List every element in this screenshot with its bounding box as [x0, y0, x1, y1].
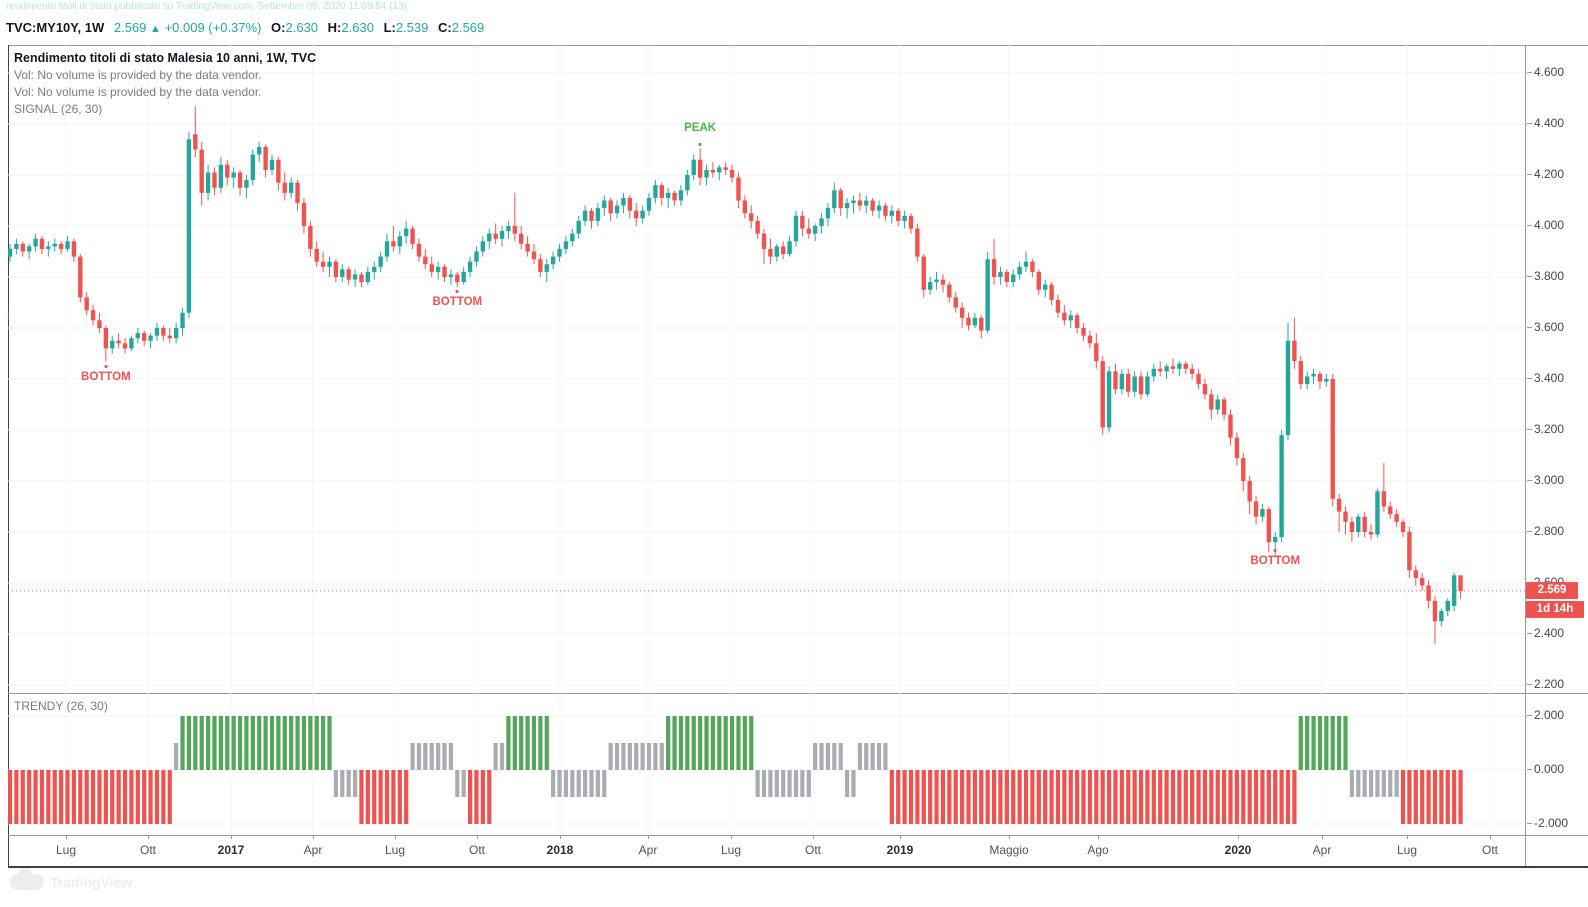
- indicator-tick-0.000: 0.000: [1526, 762, 1565, 776]
- price-tick-2.800: 2.800: [1526, 524, 1565, 538]
- time-label-Ott: Ott: [1481, 843, 1499, 857]
- time-label-Ott: Ott: [804, 843, 822, 857]
- price-tick-4.400: 4.400: [1526, 116, 1565, 130]
- time-tick: [148, 835, 149, 839]
- legend-vol-line1: Vol: No volume is provided by the data v…: [14, 68, 262, 82]
- time-tick: [1322, 835, 1323, 839]
- time-label-Apr: Apr: [303, 843, 323, 857]
- chart-legend: Rendimento titoli di stato Malesia 10 an…: [14, 50, 316, 118]
- tradingview-logo[interactable]: TradingView: [10, 868, 133, 890]
- bottom-label: BOTTOM: [81, 371, 131, 384]
- open-value: 2.630: [285, 20, 319, 35]
- main-chart-pane[interactable]: Rendimento titoli di stato Malesia 10 an…: [8, 45, 1525, 693]
- bar-countdown-badge: 1d 14h: [1526, 601, 1584, 618]
- legend-vol-line2: Vol: No volume is provided by the data v…: [14, 85, 262, 99]
- chart-left-border: [8, 45, 9, 867]
- time-label-2019: 2019: [886, 843, 914, 857]
- time-tick: [231, 835, 232, 839]
- time-label-Ott: Ott: [139, 843, 157, 857]
- time-tick: [1490, 835, 1491, 839]
- legend-title[interactable]: Rendimento titoli di stato Malesia 10 an…: [14, 51, 317, 65]
- time-label-2020: 2020: [1224, 843, 1252, 857]
- bottom-label: BOTTOM: [8, 310, 9, 322]
- time-tick: [560, 835, 561, 839]
- bottom-marker: [104, 365, 108, 369]
- time-label-Lug: Lug: [55, 843, 77, 857]
- time-tick: [313, 835, 314, 839]
- price-tick-2.200: 2.200: [1526, 677, 1565, 691]
- time-tick: [731, 835, 732, 839]
- high-value: 2.630: [341, 20, 374, 35]
- price-tick-3.000: 3.000: [1526, 473, 1565, 487]
- time-tick: [1407, 835, 1408, 839]
- time-label-2018: 2018: [546, 843, 574, 857]
- time-tick: [66, 835, 67, 839]
- bottom-marker: [1273, 548, 1277, 552]
- bottom-marker: [455, 290, 459, 294]
- time-axis[interactable]: Lug Ott 2017 Apr Lug Ott 2018 Apr Lug Ott 2019 Magg…: [8, 835, 1525, 866]
- time-tick: [477, 835, 478, 839]
- time-tick: [395, 835, 396, 839]
- up-arrow-icon: ▲: [150, 23, 161, 35]
- time-label-Ago: Ago: [1087, 843, 1109, 857]
- time-label-Lug: Lug: [384, 843, 406, 857]
- price-tick-4.200: 4.200: [1526, 167, 1565, 181]
- time-label-Maggio: Maggio: [989, 843, 1029, 857]
- chart-bottom-border: [8, 866, 1588, 868]
- time-label-Apr: Apr: [638, 843, 658, 857]
- price-tick-4.000: 4.000: [1526, 218, 1565, 232]
- price-tick-3.200: 3.200: [1526, 422, 1565, 436]
- indicator-pane[interactable]: TRENDY (26, 30): [8, 693, 1525, 835]
- price-tick-3.800: 3.800: [1526, 269, 1565, 283]
- open-label: O:: [271, 20, 286, 35]
- last-price-badge: 2.569: [1526, 582, 1578, 599]
- low-label: L:: [383, 20, 396, 35]
- indicator-tick--2.000: -2.000: [1526, 816, 1569, 830]
- symbol-name[interactable]: TVC:MY10Y, 1W: [6, 20, 105, 35]
- close-label: C:: [438, 20, 452, 35]
- peak-label: PEAK: [684, 122, 717, 135]
- price-change: +0.009 (+0.37%): [164, 20, 262, 35]
- trendy-histogram[interactable]: [8, 693, 1525, 835]
- time-label-Lug: Lug: [720, 843, 742, 857]
- indicator-label[interactable]: TRENDY (26, 30): [14, 699, 108, 713]
- price-tick-3.400: 3.400: [1526, 371, 1565, 385]
- time-axis-separator[interactable]: [8, 835, 1588, 836]
- time-label-2017: 2017: [217, 843, 245, 857]
- time-tick: [648, 835, 649, 839]
- tradingview-cloud-icon: [10, 868, 44, 890]
- peak-marker: [698, 143, 702, 147]
- time-label-Lug: Lug: [1396, 843, 1418, 857]
- low-value: 2.539: [395, 20, 429, 35]
- price-axis-separator[interactable]: [1525, 45, 1526, 866]
- symbol-header: TVC:MY10Y, 1W 2.569 ▲ +0.009 (+0.37%) O:…: [6, 20, 484, 35]
- price-axis[interactable]: 4.600 4.400 4.200 4.000 3.800 3.600 3.400 3.200…: [1525, 45, 1588, 866]
- last-price: 2.569: [113, 20, 147, 35]
- time-label-Ott: Ott: [468, 843, 486, 857]
- legend-signal-line[interactable]: SIGNAL (26, 30): [14, 102, 103, 116]
- bottom-label: BOTTOM: [1250, 554, 1301, 567]
- time-label-Apr: Apr: [1312, 843, 1332, 857]
- high-label: H:: [327, 20, 342, 35]
- price-tick-3.600: 3.600: [1526, 320, 1565, 334]
- close-value: 2.569: [451, 20, 485, 35]
- price-tick-2.400: 2.400: [1526, 626, 1565, 640]
- time-tick: [1238, 835, 1239, 839]
- price-tick-4.600: 4.600: [1526, 65, 1565, 79]
- time-tick: [1009, 835, 1010, 839]
- time-tick: [1098, 835, 1099, 839]
- time-tick: [900, 835, 901, 839]
- tradingview-wordmark: TradingView: [50, 874, 133, 890]
- indicator-tick-2.000: 2.000: [1526, 708, 1565, 722]
- bottom-label: BOTTOM: [432, 296, 483, 309]
- publish-caption: rendimento titoli di stato pubblicato su…: [6, 1, 407, 12]
- indicator-separator[interactable]: [8, 693, 1588, 694]
- candlestick-chart[interactable]: [8, 45, 1525, 693]
- pane-top-border: [8, 45, 1588, 46]
- time-tick: [813, 835, 814, 839]
